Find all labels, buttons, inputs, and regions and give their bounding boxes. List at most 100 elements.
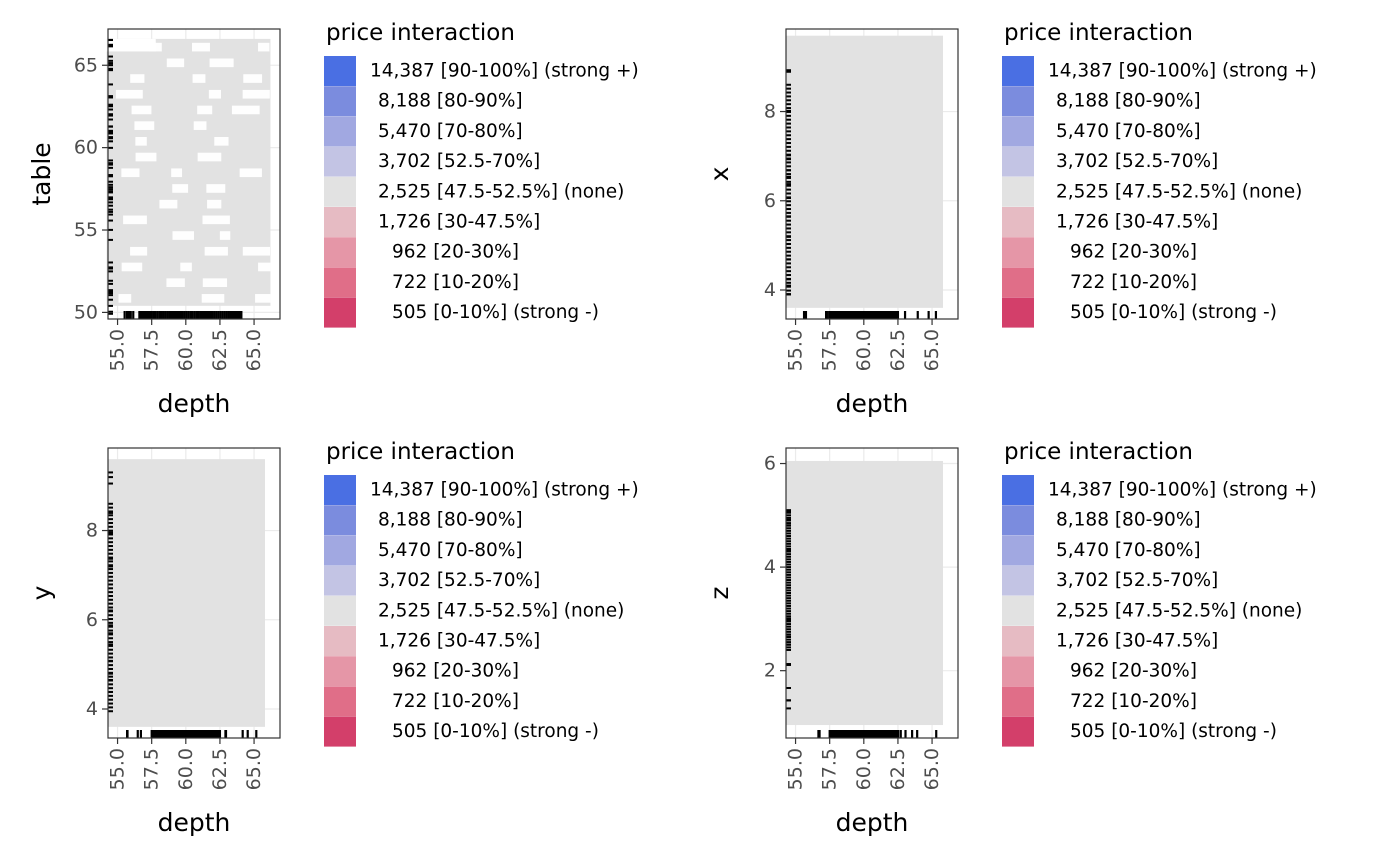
x-tick-label: 60.0 — [175, 329, 197, 371]
legend-label: 962 [20-30%] — [392, 661, 519, 682]
panel-x: 55.0 57.5 60.0 62.5 65.0 4 6 8 depth x price inter… — [705, 20, 1317, 418]
x-tick-label: 60.0 — [175, 748, 197, 790]
legend-swatch — [324, 267, 356, 298]
tile-gap — [206, 184, 226, 193]
tile-gap — [214, 137, 229, 146]
legend-swatch — [324, 505, 356, 536]
tile-gap — [208, 89, 222, 99]
x-tick-label: 55.0 — [785, 329, 807, 371]
legend-title: price interaction — [1004, 439, 1193, 465]
tile-gap — [197, 152, 222, 162]
tile-gap — [201, 294, 225, 303]
tile-gap — [166, 278, 185, 287]
tile-gap — [209, 58, 234, 68]
x-tick-label: 55.0 — [785, 748, 807, 790]
y-tick-label: 6 — [86, 609, 98, 631]
x-tick-label: 60.0 — [853, 748, 875, 790]
tile-gap — [159, 199, 178, 209]
x-axis-title: depth — [158, 808, 231, 837]
legend-swatch — [324, 146, 356, 177]
x-axis-title: depth — [158, 389, 231, 418]
legend-swatch — [324, 716, 356, 747]
x-tick-label: 62.5 — [209, 748, 231, 790]
legend-swatch — [324, 626, 356, 656]
y-axis-title: x — [705, 167, 734, 182]
y-tick-label: 4 — [86, 698, 98, 720]
panel-z: 55.0 57.5 60.0 62.5 65.0 2 4 6 depth z price inter… — [705, 439, 1317, 837]
x-tick-label: 57.5 — [141, 748, 163, 790]
tile-gap — [243, 74, 263, 83]
legend-swatch — [324, 535, 356, 566]
x-tick-label: 55.0 — [107, 748, 129, 790]
tile-gap — [207, 199, 222, 209]
legend-label: 3,702 [52.5-70%] — [378, 570, 540, 591]
legend-label: 722 [10-20%] — [392, 272, 519, 293]
x-tick-label: 57.5 — [141, 329, 163, 371]
legend-swatch — [324, 86, 356, 117]
legend-label: 722 [10-20%] — [1070, 272, 1197, 293]
y-tick-label: 6 — [764, 453, 776, 475]
y-tick-label: 4 — [764, 556, 776, 578]
legend-swatch — [1002, 686, 1034, 717]
legend-label: 1,726 [30-47.5%] — [378, 631, 540, 652]
panel-table: 55.0 57.5 60.0 62.5 65.0 50 55 60 65 depth table pr… — [27, 20, 639, 418]
legend-title: price interaction — [1004, 20, 1193, 46]
x-tick-label: 60.0 — [853, 329, 875, 371]
legend-label: 3,702 [52.5-70%] — [1056, 570, 1218, 591]
legend-label: 14,387 [90-100%] (strong +) — [370, 61, 639, 82]
legend-label: 8,188 [80-90%] — [1056, 510, 1201, 531]
legend-label: 5,470 [70-80%] — [378, 540, 523, 561]
y-tick-label: 60 — [74, 137, 98, 159]
legend-label: 2,525 [47.5-52.5%] (none) — [1056, 600, 1302, 621]
legend-label: 722 [10-20%] — [1070, 691, 1197, 712]
tile-gap — [191, 42, 210, 52]
legend-label: 962 [20-30%] — [392, 242, 519, 263]
legend-label: 3,702 [52.5-70%] — [1056, 151, 1218, 172]
tile-gap — [171, 168, 183, 178]
legend-label: 505 [0-10%] (strong -) — [1070, 721, 1277, 742]
legend-swatch — [324, 207, 356, 237]
legend-label: 5,470 [70-80%] — [1056, 540, 1201, 561]
tile-gap — [239, 168, 262, 178]
y-axis-title: y — [27, 585, 56, 600]
tile-gap — [197, 105, 213, 115]
panel-y: 55.0 57.5 60.0 62.5 65.0 4 6 8 depth y price inter… — [27, 439, 639, 837]
legend-swatch — [1002, 656, 1034, 687]
legend-swatch — [1002, 716, 1034, 747]
legend-swatch — [1002, 595, 1034, 626]
y-tick-label: 4 — [764, 279, 776, 301]
tile-gap — [121, 262, 143, 272]
y-tick-label: 55 — [74, 219, 98, 241]
legend-label: 14,387 [90-100%] (strong +) — [1048, 480, 1317, 501]
x-tick-label: 57.5 — [819, 748, 841, 790]
legend-swatch — [1002, 475, 1034, 505]
y-tick-label: 8 — [86, 520, 98, 542]
tile-gap — [166, 58, 185, 68]
tile-gap — [130, 74, 145, 83]
legend: price interaction 14,387 [90-100%] (stron… — [1002, 20, 1317, 328]
legend-swatch — [1002, 267, 1034, 298]
x-axis-title: depth — [836, 389, 909, 418]
legend-swatch — [324, 297, 356, 328]
legend-label: 1,726 [30-47.5%] — [378, 212, 540, 233]
legend-swatch — [324, 595, 356, 626]
tile-gap — [258, 42, 270, 52]
legend-swatch — [324, 565, 356, 596]
tile-gap — [192, 74, 206, 83]
legend-title: price interaction — [326, 20, 515, 46]
legend-swatch — [1002, 86, 1034, 117]
tile-gap — [135, 137, 147, 146]
y-tick-label: 50 — [74, 301, 98, 323]
legend-swatch — [1002, 116, 1034, 147]
legend-swatch — [1002, 505, 1034, 536]
tile-gap — [219, 231, 231, 240]
panel-border — [785, 28, 959, 320]
tile-gap — [193, 121, 207, 130]
legend-label: 2,525 [47.5-52.5%] (none) — [378, 600, 624, 621]
legend-swatch — [1002, 146, 1034, 177]
y-axis-title: table — [27, 142, 56, 205]
legend-swatch — [1002, 56, 1034, 86]
legend-label: 962 [20-30%] — [1070, 242, 1197, 263]
legend-label: 1,726 [30-47.5%] — [1056, 631, 1218, 652]
